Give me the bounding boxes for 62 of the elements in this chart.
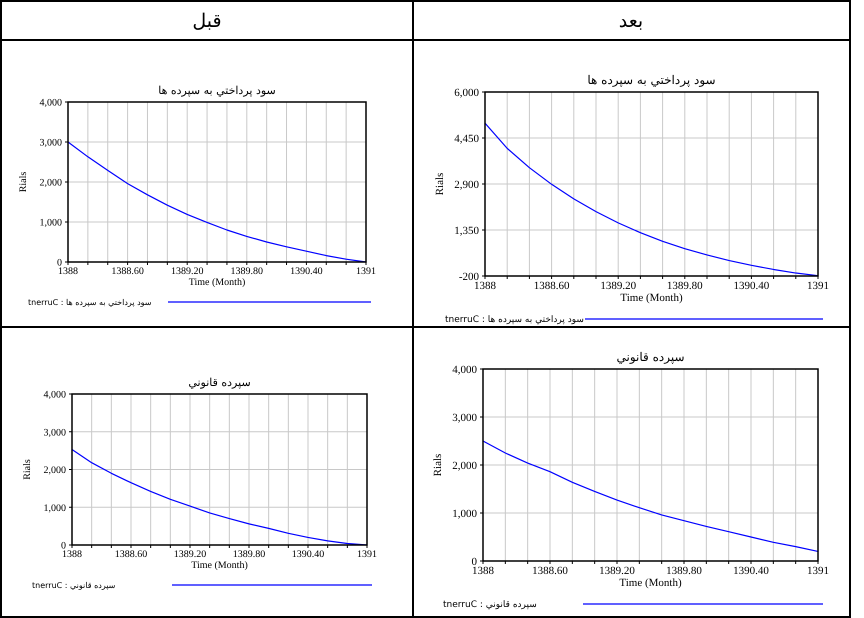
y-tick-label: 2,000 [452, 460, 478, 472]
y-tick-label: 4,000 [44, 390, 66, 400]
x-tick-label: 1389.80 [666, 565, 702, 577]
legend: tnerruC : سود پرداختي به سپرده ها [28, 298, 371, 307]
x-tick-label: 1388 [58, 266, 78, 277]
x-tick-label: 1390.40 [290, 266, 323, 277]
x-tick-label: 1389.80 [232, 549, 266, 560]
y-tick-label: 1,000 [40, 218, 62, 228]
y-tick-label: 2,900 [454, 178, 480, 191]
y-axis-title: Rials [432, 454, 444, 476]
y-axis-title: Rials [434, 172, 446, 196]
y-axis-title: Rials [18, 172, 29, 192]
x-tick-label: 1388 [474, 280, 496, 292]
x-tick-label: 1390.40 [733, 565, 770, 577]
x-tick-label: 1388.60 [532, 565, 568, 577]
y-axis-title: Rials [22, 459, 33, 480]
y-tick-label: 4,450 [454, 132, 480, 145]
x-tick-label: 1389.20 [599, 565, 636, 577]
y-tick-label: 2,000 [40, 178, 62, 188]
y-tick-label: 1,000 [44, 502, 66, 514]
x-tick-label: 1391 [356, 266, 376, 277]
legend: tnerruC : سپرده قانوني [32, 581, 372, 590]
legend: tnerruC : سپرده قانوني [443, 600, 823, 610]
x-tick-label: 1390.40 [734, 280, 770, 292]
y-tick-label: 2,000 [44, 465, 66, 476]
y-tick-label: 4,000 [40, 98, 62, 108]
y-tick-label: 3,000 [452, 412, 478, 424]
x-tick-label: 1389.80 [666, 280, 704, 292]
x-tick-label: 1389.20 [600, 280, 637, 292]
x-tick-label: 1389.80 [230, 266, 264, 277]
x-tick-label: 1391 [807, 280, 829, 292]
x-tick-label: 1390.40 [292, 549, 324, 560]
x-tick-label: 1389.20 [170, 266, 204, 277]
y-tick-label: 0 [57, 258, 62, 268]
y-tick-label: 3,000 [44, 427, 66, 438]
y-tick-label: 1,000 [452, 508, 478, 520]
legend: tnerruC : سود پرداختي به سپرده ها [445, 315, 823, 325]
x-tick-label: 1391 [357, 549, 377, 560]
y-tick-label: 0 [61, 540, 66, 552]
x-axis-title: Time (Month) [191, 560, 248, 571]
x-tick-label: 1388 [472, 565, 494, 577]
y-tick-label: 0 [472, 556, 478, 568]
x-tick-label: 1388 [62, 549, 82, 560]
x-tick-label: 1389.20 [174, 549, 206, 560]
y-tick-label: 6,000 [454, 86, 480, 99]
y-tick-label: 3,000 [40, 138, 62, 148]
text: قبل [192, 10, 222, 32]
y-tick-label: 1,350 [454, 224, 480, 237]
y-tick-label: 4,000 [452, 364, 478, 376]
x-axis-title: Time (Month) [620, 292, 683, 304]
chart-title: سپرده قانوني [188, 376, 251, 389]
x-tick-label: 1388.60 [111, 266, 144, 277]
chart-title: سپرده قانوني [616, 350, 685, 364]
chart-title: سود پرداختي به سپرده ها [587, 73, 716, 87]
x-tick-label: 1388.60 [534, 280, 570, 292]
x-axis-title: Time (Month) [619, 577, 682, 589]
x-tick-label: 1388.60 [114, 549, 148, 560]
text: بعد [618, 10, 644, 32]
x-axis-title: Time (Month) [188, 277, 246, 288]
y-tick-label: -200 [458, 270, 480, 283]
x-tick-label: 1391 [807, 565, 829, 577]
chart-title: سود پرداختي به سپرده ها [158, 84, 276, 97]
